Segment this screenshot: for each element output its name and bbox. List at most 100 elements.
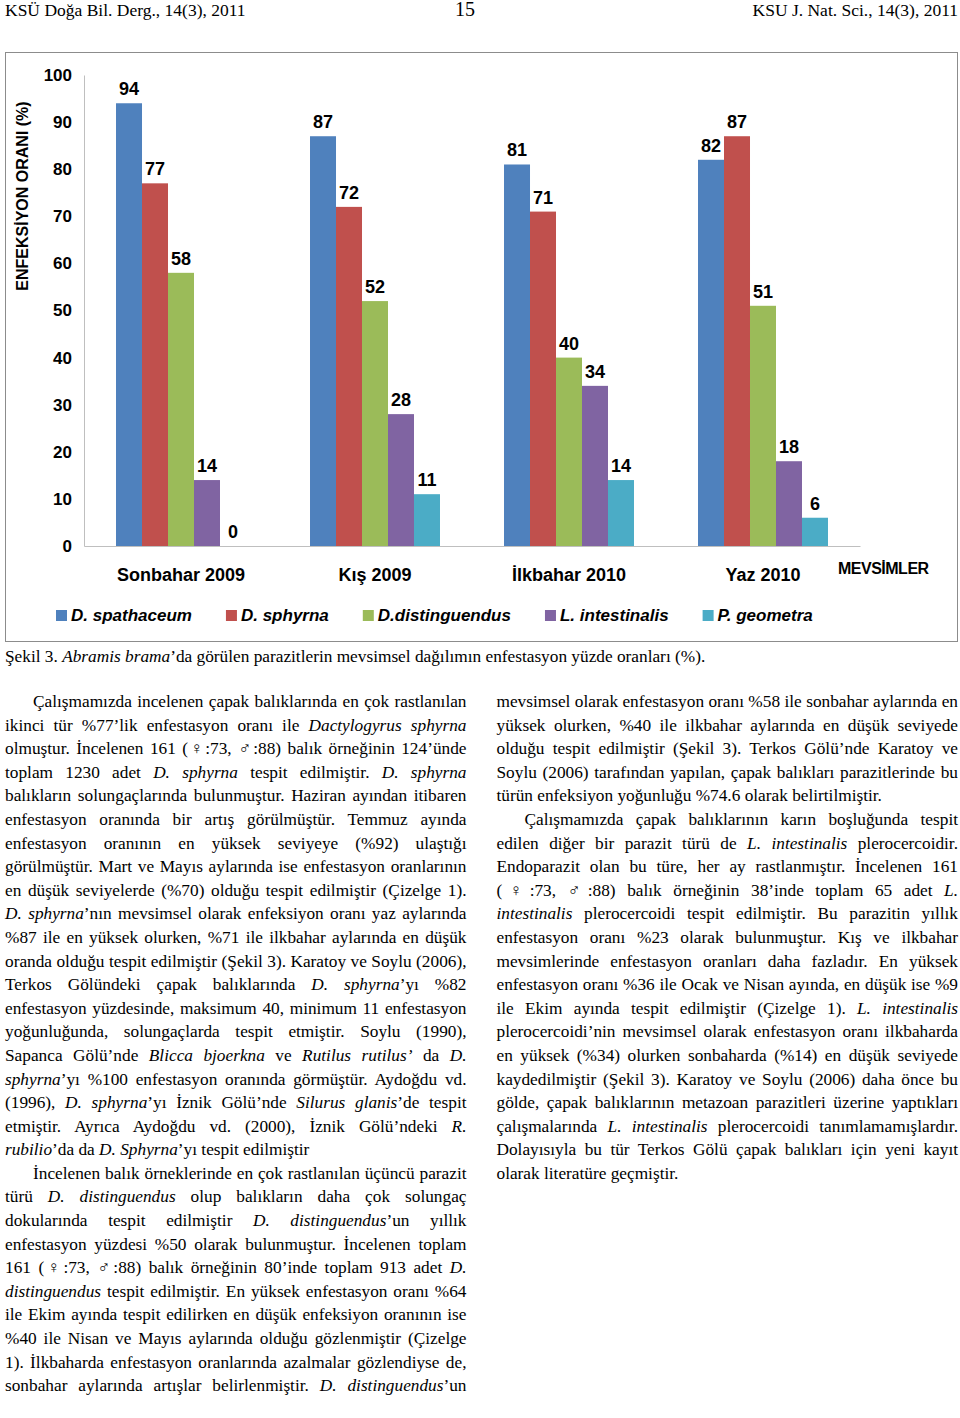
data-label: 0 <box>228 522 238 542</box>
data-label: 87 <box>727 112 747 132</box>
y-tick: 40 <box>53 349 84 368</box>
italic-run: D. sphyrna <box>65 1093 147 1112</box>
data-label: 51 <box>753 282 773 302</box>
bar <box>388 414 414 546</box>
y-tick: 10 <box>53 490 84 509</box>
data-label: 6 <box>810 494 820 514</box>
data-label: 87 <box>313 112 333 132</box>
data-label: 72 <box>339 183 359 203</box>
y-tick-label: 60 <box>53 254 72 273</box>
x-tick-label: Sonbahar 2009 <box>117 565 245 585</box>
bars <box>116 103 828 546</box>
data-labels: 94878182777271875852405114283418011146 <box>119 79 820 542</box>
text-run: da <box>412 1046 449 1065</box>
legend-label: D. spathaceum <box>71 606 192 625</box>
legend-label: L. intestinalis <box>560 606 669 625</box>
italic-run: Abramis brama <box>62 647 170 666</box>
legend-item: P. geometra <box>703 606 813 625</box>
text-run: ve <box>265 1046 302 1065</box>
data-label: 82 <box>701 136 721 156</box>
y-tick-label: 90 <box>53 113 72 132</box>
x-tick: Yaz 2010 <box>725 546 800 585</box>
x-tick-label: Kış 2009 <box>338 565 411 585</box>
legend-swatch <box>56 610 67 621</box>
y-tick-label: 80 <box>53 160 72 179</box>
y-tick-label: 70 <box>53 207 72 226</box>
x-tick: İlkbahar 2010 <box>512 546 626 585</box>
x-tick-label: İlkbahar 2010 <box>512 565 626 585</box>
legend-item: L. intestinalis <box>545 606 669 625</box>
bar <box>776 461 802 546</box>
data-label: 94 <box>119 79 139 99</box>
italic-run: Dactylogyrus sphyrna <box>309 716 467 735</box>
bar <box>556 358 582 546</box>
data-label: 52 <box>365 277 385 297</box>
x-axis-title: MEVSİMLER <box>838 560 930 577</box>
italic-run: D. distinguendus <box>253 1211 386 1230</box>
bar <box>220 546 246 547</box>
bar <box>504 164 530 546</box>
body-text: Çalışmamızda incelenen çapak balıklarınd… <box>5 690 958 1418</box>
legend-swatch <box>703 610 714 621</box>
y-tick: 20 <box>53 443 84 462</box>
bar <box>194 480 220 546</box>
header-left: KSÜ Doğa Bil. Derg., 14(3), 2011 <box>5 0 246 21</box>
data-label: 58 <box>171 249 191 269</box>
bar <box>724 136 750 546</box>
italic-run: D. sphyrna <box>382 763 467 782</box>
legend: D. spathaceumD. sphyrnaD.distinguendusL.… <box>56 606 813 625</box>
legend-item: D. spathaceum <box>56 606 192 625</box>
y-tick: 0 <box>63 537 84 556</box>
y-tick: 50 <box>53 301 84 320</box>
x-tick: Sonbahar 2009 <box>117 546 245 585</box>
legend-label: D.distinguendus <box>378 606 511 625</box>
y-tick: 90 <box>53 113 84 132</box>
italic-run: L. intestinalis <box>857 999 958 1018</box>
figure-caption: Şekil 3. Abramis brama’da görülen parazi… <box>5 645 958 668</box>
legend-swatch <box>363 610 374 621</box>
bar <box>336 207 362 546</box>
bar <box>310 136 336 546</box>
bar <box>582 386 608 546</box>
bar <box>142 183 168 546</box>
data-label: 81 <box>507 140 527 160</box>
data-label: 40 <box>559 334 579 354</box>
bar <box>608 480 634 546</box>
paragraph: Çalışmamızda incelenen çapak balıklarınd… <box>5 690 467 1162</box>
data-label: 77 <box>145 159 165 179</box>
legend-item: D.distinguendus <box>363 606 511 625</box>
y-axis: 0102030405060708090100 <box>44 66 85 556</box>
bar <box>116 103 142 546</box>
x-axis-line <box>85 546 861 547</box>
text-run: ’yı tespit edilmiştir <box>178 1140 310 1159</box>
x-tick: Kış 2009 <box>338 546 411 585</box>
y-tick-label: 100 <box>44 66 72 85</box>
bar <box>362 301 388 546</box>
data-label: 71 <box>533 188 553 208</box>
y-tick-label: 0 <box>63 537 72 556</box>
data-label: 28 <box>391 390 411 410</box>
y-axis-line <box>84 76 85 547</box>
bar <box>698 160 724 546</box>
y-tick: 100 <box>44 66 84 85</box>
x-tick-label: Yaz 2010 <box>725 565 800 585</box>
y-tick-label: 10 <box>53 490 72 509</box>
data-label: 14 <box>197 456 217 476</box>
y-tick-label: 20 <box>53 443 72 462</box>
italic-run: L. intestinalis <box>608 1117 708 1136</box>
italic-run: Blicca bjoerkna <box>149 1046 265 1065</box>
y-tick-label: 40 <box>53 349 72 368</box>
y-tick: 80 <box>53 160 84 179</box>
legend-label: P. geometra <box>718 606 813 625</box>
italic-run: D. sphyrna <box>311 975 399 994</box>
bar <box>802 518 828 546</box>
text-run: ’da da <box>52 1140 99 1159</box>
y-tick: 60 <box>53 254 84 273</box>
italic-run: D. Sphyrna <box>99 1140 178 1159</box>
y-tick: 70 <box>53 207 84 226</box>
text-run: ’da görülen parazitlerin mevsimsel dağıl… <box>170 647 705 666</box>
italic-run: D. sphyrna <box>5 904 84 923</box>
text-run: ’un mevsimsel olarak enfestasyon oranı %… <box>443 692 958 1395</box>
text-run: tespit edilmiştir. <box>238 763 382 782</box>
italic-run: D. distinguendus <box>320 1376 444 1395</box>
